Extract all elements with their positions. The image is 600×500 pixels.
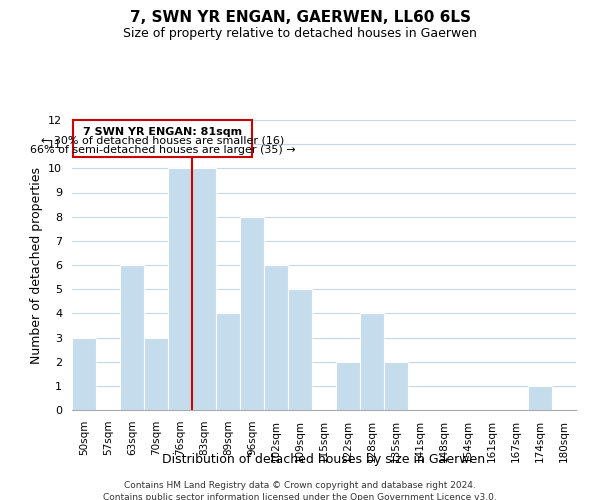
FancyBboxPatch shape [73,120,252,158]
Bar [72,338,96,410]
Bar [120,265,144,410]
Bar [528,386,552,410]
Bar [216,314,240,410]
Text: Contains HM Land Registry data © Crown copyright and database right 2024.: Contains HM Land Registry data © Crown c… [124,481,476,490]
Bar [384,362,408,410]
Text: 7, SWN YR ENGAN, GAERWEN, LL60 6LS: 7, SWN YR ENGAN, GAERWEN, LL60 6LS [130,10,470,25]
Bar [360,314,384,410]
Bar [264,265,288,410]
Text: Contains public sector information licensed under the Open Government Licence v3: Contains public sector information licen… [103,492,497,500]
Text: ← 30% of detached houses are smaller (16): ← 30% of detached houses are smaller (16… [41,136,284,145]
Bar [168,168,192,410]
Text: Size of property relative to detached houses in Gaerwen: Size of property relative to detached ho… [123,28,477,40]
Bar [240,216,264,410]
Bar [192,168,216,410]
Bar [336,362,360,410]
Text: 66% of semi-detached houses are larger (35) →: 66% of semi-detached houses are larger (… [30,146,295,156]
Text: Distribution of detached houses by size in Gaerwen: Distribution of detached houses by size … [163,452,485,466]
Bar [144,338,168,410]
Text: 7 SWN YR ENGAN: 81sqm: 7 SWN YR ENGAN: 81sqm [83,127,242,137]
Bar [288,289,312,410]
Y-axis label: Number of detached properties: Number of detached properties [29,166,43,364]
